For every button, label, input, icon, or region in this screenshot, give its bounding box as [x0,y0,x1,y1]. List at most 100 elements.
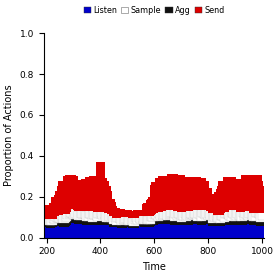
Bar [84,182,93,211]
Bar [69,219,78,222]
Bar [68,217,77,221]
Bar [131,224,140,225]
Y-axis label: Proportion of Actions: Proportion of Actions [4,84,14,186]
Bar [233,223,243,238]
Bar [186,222,195,238]
Bar [59,213,69,223]
Bar [113,225,123,238]
Bar [186,177,195,209]
Bar [249,221,259,225]
Bar [151,218,160,222]
Bar [239,207,248,217]
Bar [132,216,142,222]
Bar [100,218,109,222]
Bar [96,209,105,218]
Bar [154,184,163,212]
Bar [111,222,120,225]
Bar [200,209,209,218]
Bar [142,225,151,238]
Bar [192,222,201,238]
Bar [216,223,225,226]
Bar [101,186,111,211]
Bar [158,223,167,238]
Bar [217,224,227,238]
Bar [203,220,213,224]
Bar [183,225,193,238]
Bar [47,219,57,225]
X-axis label: Time: Time [142,262,166,272]
Bar [209,200,219,210]
Bar [139,214,148,216]
Bar [68,221,77,238]
Bar [133,210,143,216]
Bar [252,217,262,221]
Bar [195,178,205,208]
Bar [243,178,252,209]
Bar [106,202,116,214]
Bar [197,210,206,221]
Bar [243,224,252,238]
Bar [203,195,213,210]
Bar [219,224,228,238]
Bar [96,162,105,209]
Bar [69,176,78,208]
Bar [109,224,119,227]
Bar [240,179,249,211]
Bar [130,226,139,228]
Bar [77,209,86,218]
Bar [209,224,219,238]
Bar [65,175,74,207]
Bar [120,224,130,227]
Bar [73,219,82,223]
Bar [237,225,247,238]
Bar [86,222,96,238]
Bar [97,222,106,238]
Bar [228,206,237,217]
Bar [200,218,209,223]
Bar [85,217,95,222]
Bar [154,224,163,238]
Bar [252,221,262,238]
Bar [228,222,237,238]
Bar [57,221,66,224]
Bar [174,218,183,222]
Bar [241,175,251,207]
Bar [173,224,182,238]
Bar [112,227,121,238]
Bar [178,179,187,209]
Bar [198,221,208,238]
Bar [254,181,263,206]
Bar [66,217,76,222]
Bar [54,222,63,225]
Bar [210,198,220,213]
Bar [248,219,257,224]
Bar [119,217,128,224]
Bar [210,221,220,224]
Bar [51,213,61,221]
Bar [236,212,245,220]
Bar [57,211,66,221]
Bar [71,181,81,209]
Bar [159,220,168,224]
Bar [190,223,200,238]
Bar [88,222,97,225]
Bar [256,213,266,222]
Bar [98,219,108,223]
Bar [133,224,143,226]
Bar [202,222,212,238]
Bar [168,217,178,221]
Bar [120,227,130,238]
Bar [47,225,57,227]
Bar [201,188,210,209]
Bar [221,181,230,208]
Bar [190,208,200,218]
Bar [138,225,147,238]
Bar [144,205,154,216]
Bar [80,222,89,238]
Bar [193,221,202,224]
Bar [182,181,192,210]
Bar [147,198,157,214]
Bar [96,222,105,238]
Bar [155,222,165,238]
Bar [140,224,150,227]
